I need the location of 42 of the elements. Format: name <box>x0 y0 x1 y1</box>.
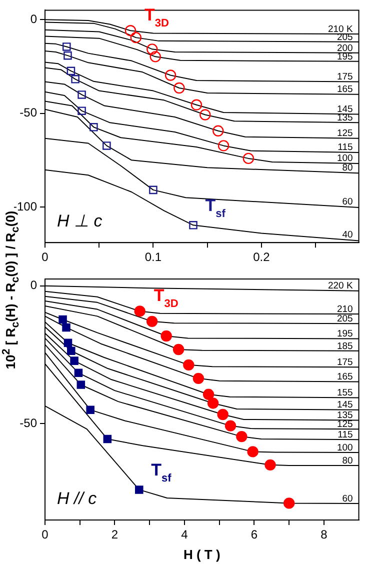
series-label: 135 <box>336 410 353 422</box>
series-label: 220 K <box>328 280 354 292</box>
series-label: 205 <box>336 314 353 325</box>
series-label: 125 <box>336 418 353 430</box>
series-label: 165 <box>336 84 353 96</box>
series-label: 125 <box>336 128 353 140</box>
series-label: 60 <box>342 493 353 504</box>
x-tick-label: 6 <box>250 528 258 542</box>
x-tick-label: 8 <box>320 528 328 542</box>
y-tick-label: -50 <box>20 416 38 430</box>
series-label: 155 <box>336 388 353 399</box>
series-label: 210 K <box>328 24 354 35</box>
series-label: 80 <box>342 455 353 466</box>
annotation: H ⊥ c <box>57 212 103 231</box>
series-label: 195 <box>336 51 353 62</box>
series-label: 60 <box>342 196 353 208</box>
series-label: 40 <box>342 229 353 240</box>
x-tick-label: 0 <box>42 250 49 264</box>
series-label: 165 <box>336 372 353 383</box>
series-label: 100 <box>336 442 353 454</box>
annotation: H // c <box>57 489 98 508</box>
series-label: 145 <box>336 400 353 411</box>
series-label: 185 <box>336 340 353 352</box>
series-label: 175 <box>336 357 353 368</box>
series-label: 145 <box>336 104 353 115</box>
series-label: 115 <box>338 142 353 154</box>
y-tick-label: -50 <box>20 106 38 120</box>
series-label: 175 <box>336 72 353 83</box>
series-label: 195 <box>336 328 353 340</box>
x-tick-label: 4 <box>181 528 188 542</box>
x-axis-title: H ( T ) <box>183 546 220 562</box>
y-tick-label: 0 <box>30 278 38 292</box>
x-tick-label: 0 <box>42 528 49 542</box>
series-label: 115 <box>338 429 353 440</box>
series-label: 200 <box>336 42 353 54</box>
series-label: 80 <box>342 162 353 174</box>
x-tick-label: 0.1 <box>144 250 162 264</box>
x-tick-label: 2 <box>111 528 118 542</box>
y-tick-label: 0 <box>30 12 38 26</box>
x-tick-label: 0.2 <box>253 250 270 264</box>
series-label: 210 <box>336 304 353 315</box>
series-label: 100 <box>336 153 353 164</box>
